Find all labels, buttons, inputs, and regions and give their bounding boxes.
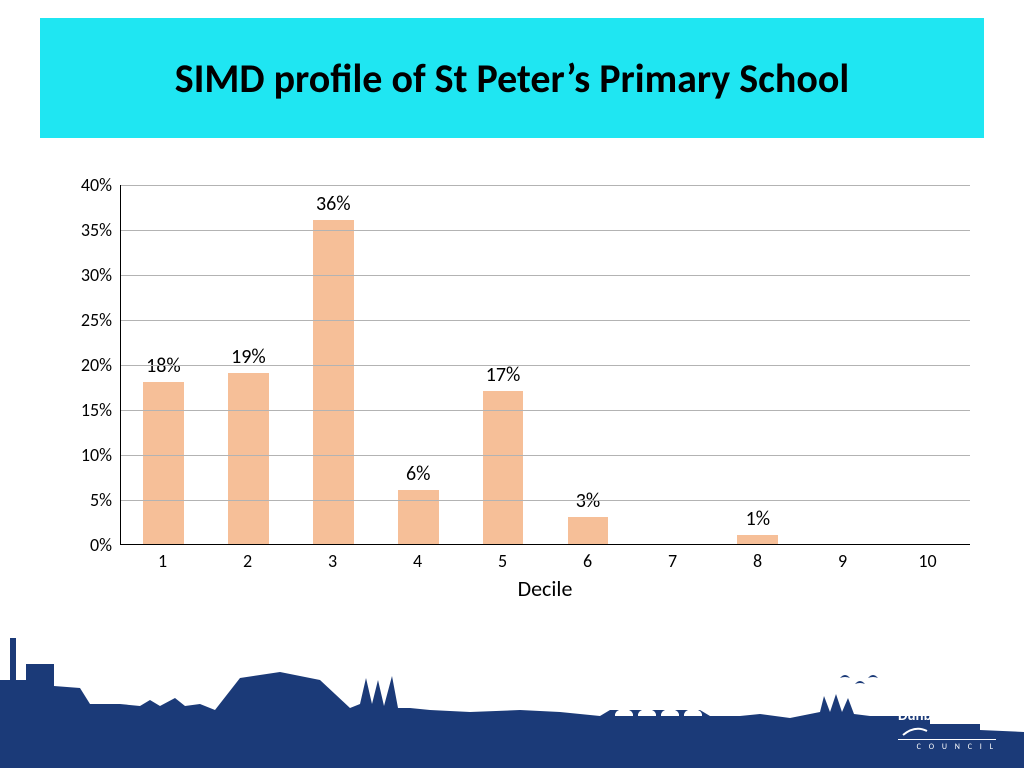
bar-value-label: 18%	[121, 354, 206, 378]
y-tick-label: 40%	[40, 174, 112, 196]
gridline	[121, 230, 970, 231]
bar-value-label: 3%	[546, 489, 631, 513]
simd-chart: 18%19%36%6%17%3%1% Decile 0%5%10%15%20%2…	[40, 185, 984, 605]
bar	[568, 517, 609, 544]
gridline	[121, 185, 970, 186]
x-axis-title: Decile	[120, 575, 970, 602]
title-bar: SIMD profile of St Peter’s Primary Schoo…	[40, 18, 984, 138]
bar-value-label: 1%	[715, 507, 800, 531]
x-tick-label: 10	[885, 550, 970, 572]
bar-value-label: 17%	[461, 363, 546, 387]
y-tick-label: 35%	[40, 219, 112, 241]
swoosh-icon	[902, 725, 928, 737]
y-tick-label: 15%	[40, 399, 112, 421]
x-tick-label: 2	[205, 550, 290, 572]
y-tick-label: 25%	[40, 309, 112, 331]
skyline-icon	[0, 608, 1024, 768]
gridline	[121, 365, 970, 366]
bar	[398, 490, 439, 544]
council-line2: Dunbartonshire	[898, 707, 996, 725]
y-tick-label: 30%	[40, 264, 112, 286]
x-tick-label: 7	[630, 550, 715, 572]
gridline	[121, 275, 970, 276]
x-tick-label: 9	[800, 550, 885, 572]
bar	[313, 220, 354, 544]
y-tick-label: 20%	[40, 354, 112, 376]
gridline	[121, 320, 970, 321]
council-line3: C O U N C I L	[898, 739, 996, 752]
gridline	[121, 455, 970, 456]
bar	[143, 382, 184, 544]
plot-area: 18%19%36%6%17%3%1%	[120, 185, 970, 545]
y-tick-label: 10%	[40, 444, 112, 466]
council-logo: West Dunbartonshire C O U N C I L	[898, 690, 996, 752]
y-tick-label: 5%	[40, 489, 112, 511]
council-line1: West	[898, 690, 996, 706]
x-tick-label: 8	[715, 550, 800, 572]
bar-value-label: 36%	[291, 192, 376, 216]
x-tick-label: 5	[460, 550, 545, 572]
x-tick-label: 3	[290, 550, 375, 572]
x-tick-label: 6	[545, 550, 630, 572]
bar-value-label: 6%	[376, 462, 461, 486]
footer-silhouette: West Dunbartonshire C O U N C I L	[0, 608, 1024, 768]
bar	[228, 373, 269, 544]
slide: SIMD profile of St Peter’s Primary Schoo…	[0, 0, 1024, 768]
gridline	[121, 410, 970, 411]
x-tick-label: 4	[375, 550, 460, 572]
bar	[483, 391, 524, 544]
bar	[737, 535, 778, 544]
x-tick-label: 1	[120, 550, 205, 572]
gridline	[121, 500, 970, 501]
page-title: SIMD profile of St Peter’s Primary Schoo…	[175, 54, 849, 103]
y-tick-label: 0%	[40, 534, 112, 556]
